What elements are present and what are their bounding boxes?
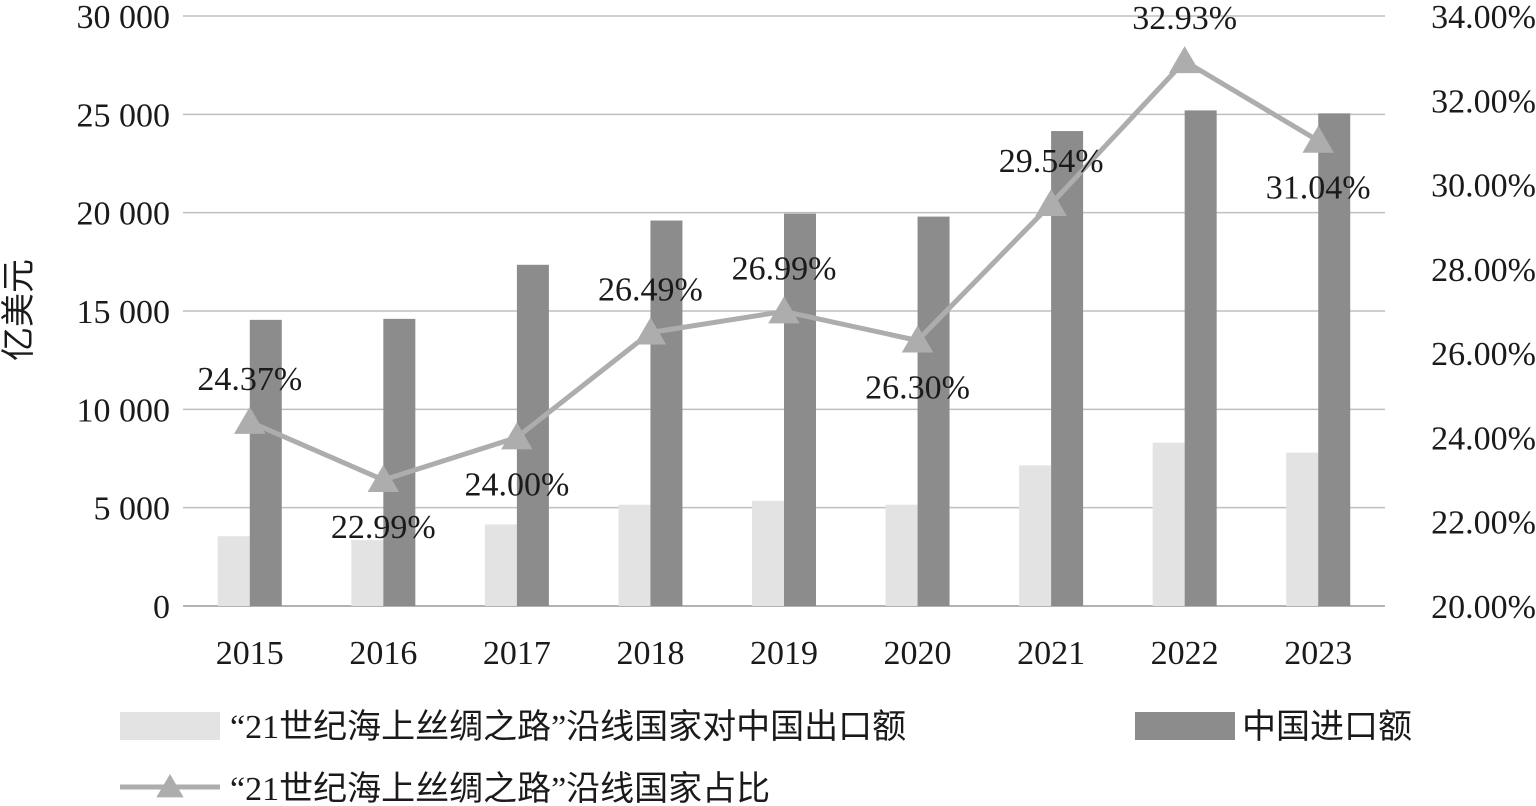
triangle-marker [367, 464, 400, 492]
left-tick-label: 10 000 [77, 392, 171, 429]
x-tick-label: 2017 [483, 635, 551, 672]
share-line [234, 46, 1334, 492]
export-bar [217, 536, 250, 606]
legend-swatch-export [120, 712, 220, 740]
left-axis-ticks: 0 5 000 10 000 15 000 20 000 25 000 30 000 [77, 0, 171, 626]
left-tick-label: 15 000 [77, 294, 171, 331]
data-label: 22.99% [331, 509, 436, 546]
right-tick-label: 24.00% [1431, 420, 1536, 457]
point-labels: 24.37% 22.99% 24.00% 26.49% 26.99% 26.30% 29.5… [197, 0, 1370, 546]
right-tick-label: 28.00% [1431, 252, 1536, 289]
triangle-marker [1168, 46, 1201, 74]
export-bar [484, 524, 517, 606]
import-bar [383, 318, 416, 606]
left-tick-label: 0 [153, 589, 170, 626]
export-bar [351, 540, 384, 606]
import-bar [784, 213, 816, 606]
x-tick-label: 2018 [616, 635, 684, 672]
data-label: 24.00% [464, 466, 569, 503]
export-bar [752, 500, 784, 606]
legend-triangle-icon [156, 774, 184, 798]
x-tick-label: 2023 [1284, 635, 1352, 672]
right-tick-label: 30.00% [1431, 168, 1536, 205]
x-tick-label: 2021 [1017, 635, 1085, 672]
export-bar [885, 504, 918, 606]
import-bar [1184, 110, 1217, 607]
right-tick-label: 26.00% [1431, 336, 1536, 373]
right-tick-label: 20.00% [1431, 589, 1536, 626]
left-tick-label: 25 000 [77, 97, 171, 134]
data-label: 29.54% [999, 143, 1104, 180]
triangle-marker [768, 296, 800, 324]
x-tick-label: 2020 [884, 635, 952, 672]
x-tick-label: 2022 [1151, 635, 1219, 672]
right-tick-label: 32.00% [1431, 83, 1536, 120]
export-bar [1019, 465, 1052, 606]
right-tick-label: 22.00% [1431, 505, 1536, 542]
export-bar [1286, 452, 1319, 606]
left-tick-label: 20 000 [77, 196, 171, 233]
legend: “21世纪海上丝绸之路”沿线国家对中国出口额 中国进口额 “21世纪海上丝绸之路”沿… [120, 708, 1412, 806]
x-tick-label: 2015 [216, 635, 284, 672]
triangle-marker [634, 317, 667, 345]
import-bar [650, 220, 683, 607]
y-axis-label: 亿美元 [0, 259, 38, 361]
right-tick-label: 34.00% [1431, 0, 1536, 36]
legend-swatch-import [1135, 712, 1235, 740]
data-label: 32.93% [1132, 0, 1237, 37]
data-label: 24.37% [197, 361, 302, 398]
x-tick-label: 2019 [750, 635, 818, 672]
triangle-marker [1035, 188, 1067, 216]
triangle-marker [1302, 125, 1334, 153]
triangle-marker [901, 325, 934, 353]
left-tick-label: 5 000 [94, 491, 171, 528]
data-label: 26.49% [598, 271, 703, 308]
x-tick-label: 2016 [349, 635, 417, 672]
bars [217, 110, 1351, 607]
export-bar [1152, 442, 1185, 606]
right-axis-ticks: 20.00% 22.00% 24.00% 26.00% 28.00% 30.00% 32.0… [1431, 0, 1536, 626]
export-bar [618, 504, 651, 606]
triangle-marker [234, 406, 266, 434]
import-bar [249, 319, 282, 606]
import-bar [1318, 113, 1351, 606]
x-axis-ticks: 2015 2016 2017 2018 2019 2020 2021 2022 2023 [216, 635, 1352, 672]
data-label: 26.30% [865, 370, 970, 407]
left-tick-label: 30 000 [77, 0, 171, 36]
data-label: 26.99% [732, 250, 837, 287]
data-label: 31.04% [1266, 170, 1371, 207]
legend-label-share: “21世纪海上丝绸之路”沿线国家占比 [230, 770, 770, 806]
triangle-marker [501, 422, 533, 450]
legend-label-import: 中国进口额 [1242, 708, 1412, 746]
legend-label-export: “21世纪海上丝绸之路”沿线国家对中国出口额 [230, 708, 906, 746]
import-bar [917, 216, 950, 606]
